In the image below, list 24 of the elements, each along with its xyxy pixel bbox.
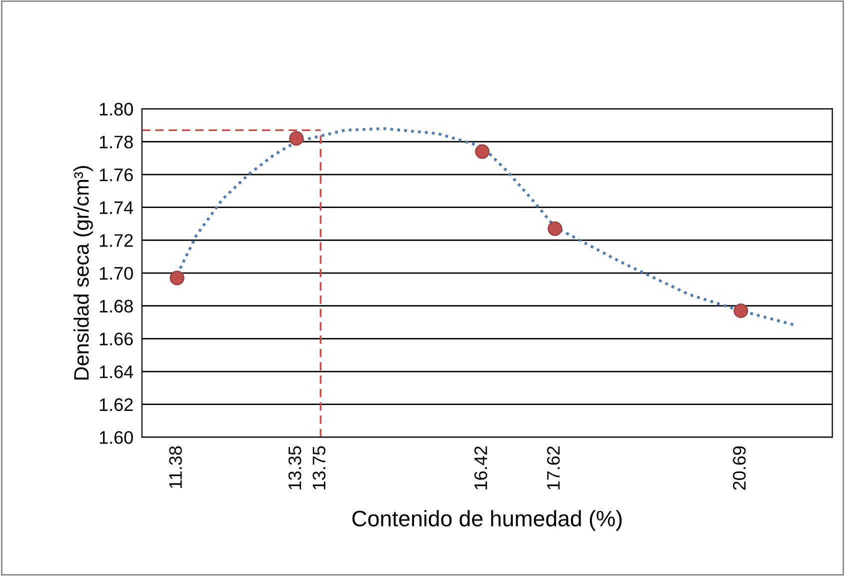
point — [475, 144, 490, 159]
y-tick-label: 1.68 — [100, 300, 133, 313]
y-tick-label: 1.78 — [100, 136, 133, 148]
x-tick-label: 17.62 — [547, 446, 560, 490]
ref-line-label: 13.75 — [312, 446, 326, 490]
point — [548, 221, 562, 236]
x-tick-label: 11.38 — [169, 446, 182, 488]
y-tick-label: 1.62 — [100, 398, 133, 412]
y-tick-label: 1.66 — [100, 332, 133, 346]
y-tick-label: 1.80 — [100, 102, 133, 116]
y-tick-label: 1.76 — [100, 168, 133, 182]
point — [170, 270, 184, 286]
x-axis-title: Contenido de humedad (%) — [352, 510, 622, 531]
x-tick-label: 20.69 — [732, 446, 746, 490]
y-axis-title: Densidad seca (gr/cm³) — [74, 166, 93, 380]
point — [734, 303, 748, 318]
point — [289, 131, 304, 146]
y-tick-label: 1.74 — [100, 201, 134, 214]
x-tick-label: 16.42 — [474, 446, 488, 490]
y-tick-label: 1.64 — [100, 365, 134, 378]
x-tick-label: 13.35 — [288, 446, 302, 490]
y-tick-label: 1.60 — [100, 431, 133, 444]
y-tick-label: 1.72 — [100, 234, 133, 247]
y-tick-label: 1.70 — [100, 266, 133, 280]
